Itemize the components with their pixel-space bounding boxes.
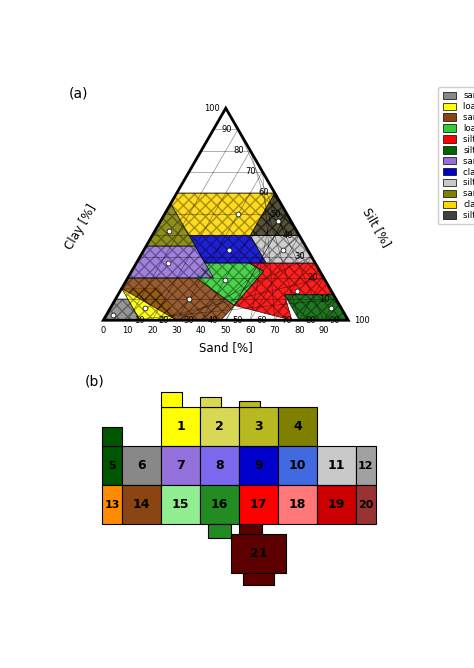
- Bar: [122, 446, 161, 485]
- Bar: [231, 534, 286, 573]
- Bar: [239, 485, 278, 524]
- Bar: [161, 392, 182, 407]
- Text: 11: 11: [328, 459, 346, 472]
- Text: 21: 21: [250, 547, 267, 560]
- Text: 80: 80: [234, 146, 244, 155]
- Polygon shape: [103, 299, 140, 320]
- Text: 50: 50: [270, 210, 281, 218]
- Text: 3: 3: [254, 420, 263, 433]
- Bar: [356, 446, 376, 485]
- Bar: [239, 524, 263, 538]
- Text: 20: 20: [147, 327, 157, 335]
- Text: 1: 1: [176, 420, 185, 433]
- Text: 16: 16: [211, 498, 228, 511]
- Bar: [317, 446, 356, 485]
- Text: 40: 40: [283, 231, 293, 240]
- Text: Silt [%]: Silt [%]: [360, 205, 393, 249]
- Text: 15: 15: [172, 498, 189, 511]
- Text: 40: 40: [208, 316, 218, 325]
- Polygon shape: [234, 263, 334, 320]
- Bar: [200, 446, 239, 485]
- Text: 70: 70: [246, 167, 256, 176]
- Text: 60: 60: [245, 327, 255, 335]
- Text: 19: 19: [328, 498, 346, 511]
- Text: 8: 8: [215, 459, 224, 472]
- Text: 14: 14: [133, 498, 150, 511]
- Bar: [200, 485, 239, 524]
- Text: 50: 50: [232, 316, 242, 325]
- Bar: [278, 407, 317, 446]
- Text: (a): (a): [69, 86, 89, 100]
- Text: 90: 90: [330, 316, 340, 325]
- Bar: [239, 407, 278, 446]
- Text: Clay [%]: Clay [%]: [63, 202, 100, 252]
- Bar: [356, 485, 376, 524]
- Text: 7: 7: [176, 459, 185, 472]
- Text: 50: 50: [220, 327, 231, 335]
- Bar: [200, 407, 239, 446]
- Text: 20: 20: [358, 500, 374, 510]
- Bar: [278, 485, 317, 524]
- Polygon shape: [128, 246, 213, 278]
- Bar: [317, 485, 356, 524]
- Text: 2: 2: [215, 420, 224, 433]
- Polygon shape: [189, 235, 266, 263]
- Polygon shape: [250, 235, 315, 263]
- Bar: [102, 485, 122, 524]
- Bar: [161, 446, 200, 485]
- Bar: [122, 485, 161, 524]
- Text: (b): (b): [85, 375, 105, 389]
- Text: 10: 10: [134, 316, 145, 325]
- Text: 90: 90: [319, 327, 329, 335]
- Text: 90: 90: [221, 125, 232, 134]
- Text: 18: 18: [289, 498, 306, 511]
- Polygon shape: [146, 204, 195, 246]
- Text: 13: 13: [104, 500, 120, 510]
- Bar: [208, 524, 231, 538]
- Text: 12: 12: [358, 461, 374, 471]
- Text: Sand [%]: Sand [%]: [199, 341, 253, 354]
- Text: 40: 40: [196, 327, 207, 335]
- Text: 20: 20: [158, 316, 169, 325]
- Text: 100: 100: [355, 316, 370, 325]
- Bar: [278, 446, 317, 485]
- Bar: [239, 401, 261, 407]
- Polygon shape: [171, 193, 299, 235]
- Text: 100: 100: [204, 104, 219, 113]
- Bar: [200, 397, 221, 407]
- Legend: sand, loamy sand, sandy Loam, loam, silt loam, silt, sandy clay loam, clay loam,: sand, loamy sand, sandy Loam, loam, silt…: [438, 87, 474, 224]
- Polygon shape: [250, 193, 299, 235]
- Bar: [243, 573, 274, 584]
- Text: 80: 80: [305, 316, 316, 325]
- Text: 70: 70: [269, 327, 280, 335]
- Polygon shape: [122, 289, 177, 320]
- Text: 60: 60: [258, 188, 269, 198]
- Text: 9: 9: [254, 459, 263, 472]
- Text: 30: 30: [172, 327, 182, 335]
- Text: 20: 20: [307, 273, 318, 283]
- Text: 80: 80: [294, 327, 305, 335]
- Text: 10: 10: [289, 459, 306, 472]
- Bar: [161, 485, 200, 524]
- Text: 70: 70: [281, 316, 292, 325]
- Text: 10: 10: [123, 327, 133, 335]
- Polygon shape: [284, 295, 348, 320]
- Polygon shape: [196, 263, 264, 305]
- Text: 10: 10: [319, 295, 330, 303]
- Polygon shape: [122, 278, 234, 320]
- Bar: [102, 446, 122, 485]
- Text: 60: 60: [256, 316, 267, 325]
- Text: 30: 30: [295, 252, 305, 261]
- Bar: [239, 446, 278, 485]
- Text: 6: 6: [137, 459, 146, 472]
- Bar: [102, 427, 122, 446]
- Text: 17: 17: [250, 498, 267, 511]
- Bar: [161, 407, 200, 446]
- Text: 5: 5: [109, 461, 116, 471]
- Text: 4: 4: [293, 420, 302, 433]
- Text: 0: 0: [100, 327, 106, 335]
- Text: 30: 30: [183, 316, 193, 325]
